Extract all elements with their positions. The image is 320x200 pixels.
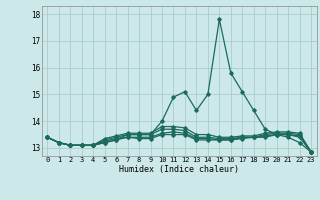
X-axis label: Humidex (Indice chaleur): Humidex (Indice chaleur) xyxy=(119,165,239,174)
